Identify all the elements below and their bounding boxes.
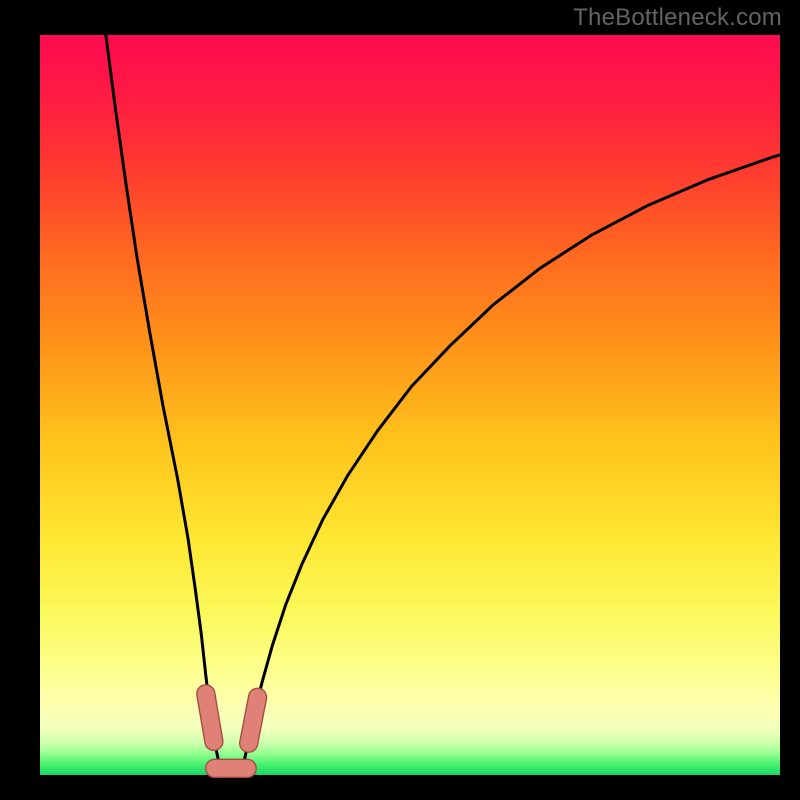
- figure-container: TheBottleneck.com: [0, 0, 800, 800]
- marker: [206, 759, 257, 777]
- watermark-text: TheBottleneck.com: [573, 4, 782, 32]
- bottleneck-chart: [0, 0, 800, 800]
- plot-background: [40, 35, 780, 775]
